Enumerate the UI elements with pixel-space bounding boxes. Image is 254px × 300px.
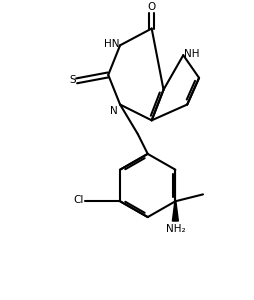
- Text: O: O: [148, 2, 156, 12]
- Text: NH₂: NH₂: [166, 224, 185, 234]
- Text: N: N: [110, 106, 118, 116]
- Text: NH: NH: [184, 49, 200, 59]
- Text: HN: HN: [104, 39, 119, 49]
- Text: Cl: Cl: [73, 195, 84, 205]
- Text: S: S: [69, 75, 76, 85]
- Polygon shape: [172, 201, 178, 221]
